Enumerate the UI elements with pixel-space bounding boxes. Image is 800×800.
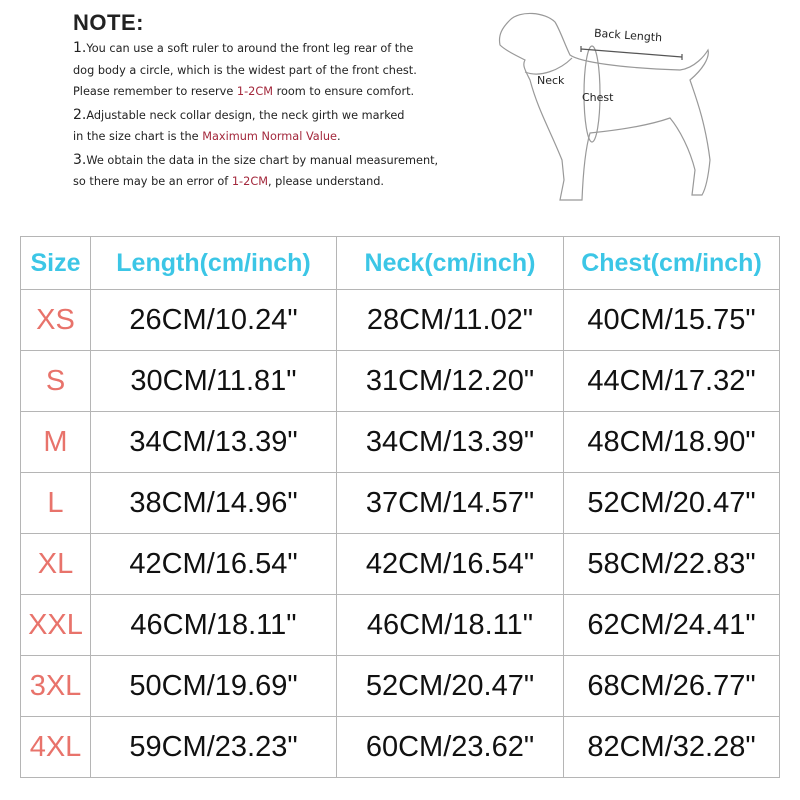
note-item-3: 3.We obtain the data in the size chart b…	[73, 151, 439, 168]
length-cell: 59CM/23.23"	[90, 716, 337, 778]
length-cell: 50CM/19.69"	[90, 655, 337, 717]
size-cell: XXL	[20, 594, 91, 656]
note-item-2: 2.Adjustable neck collar design, the nec…	[73, 106, 405, 123]
size-chart-table: Size Length(cm/inch) Neck(cm/inch) Chest…	[20, 236, 780, 778]
neck-cell: 37CM/14.57"	[336, 472, 564, 534]
header-neck: Neck(cm/inch)	[336, 236, 564, 290]
length-cell: 38CM/14.96"	[90, 472, 337, 534]
dog-outline-icon	[498, 12, 711, 201]
table-row: M 34CM/13.39" 34CM/13.39" 48CM/18.90"	[20, 411, 780, 473]
neck-cell: 31CM/12.20"	[336, 350, 564, 412]
table-header-row: Size Length(cm/inch) Neck(cm/inch) Chest…	[20, 236, 780, 290]
chest-cell: 82CM/32.28"	[563, 716, 780, 778]
length-cell: 46CM/18.11"	[90, 594, 337, 656]
length-cell: 30CM/11.81"	[90, 350, 337, 412]
chest-cell: 52CM/20.47"	[563, 472, 780, 534]
size-cell: M	[20, 411, 91, 473]
size-cell: XS	[20, 289, 91, 351]
dog-measurement-diagram: Back Length Neck Chest	[480, 0, 740, 210]
header-size: Size	[20, 236, 91, 290]
size-cell: XL	[20, 533, 91, 595]
chest-cell: 58CM/22.83"	[563, 533, 780, 595]
note-section: NOTE: 1.You can use a soft ruler to arou…	[73, 8, 473, 193]
neck-cell: 52CM/20.47"	[336, 655, 564, 717]
table-row: 4XL 59CM/23.23" 60CM/23.62" 82CM/32.28"	[20, 716, 780, 778]
table-row: XXL 46CM/18.11" 46CM/18.11" 62CM/24.41"	[20, 594, 780, 656]
table-row: XL 42CM/16.54" 42CM/16.54" 58CM/22.83"	[20, 533, 780, 595]
neck-cell: 60CM/23.62"	[336, 716, 564, 778]
size-cell: S	[20, 350, 91, 412]
table-row: 3XL 50CM/19.69" 52CM/20.47" 68CM/26.77"	[20, 655, 780, 717]
chest-label: Chest	[582, 91, 614, 104]
note-item-1: 1.You can use a soft ruler to around the…	[73, 40, 414, 56]
table-row: L 38CM/14.96" 37CM/14.57" 52CM/20.47"	[20, 472, 780, 534]
note-title: NOTE:	[73, 10, 144, 35]
size-cell: 3XL	[20, 655, 91, 717]
neck-label: Neck	[537, 74, 565, 87]
chest-cell: 62CM/24.41"	[563, 594, 780, 656]
neck-cell: 34CM/13.39"	[336, 411, 564, 473]
chest-cell: 68CM/26.77"	[563, 655, 780, 717]
chest-cell: 44CM/17.32"	[563, 350, 780, 412]
size-cell: L	[20, 472, 91, 534]
table-row: XS 26CM/10.24" 28CM/11.02" 40CM/15.75"	[20, 289, 780, 351]
chest-cell: 40CM/15.75"	[563, 289, 780, 351]
size-cell: 4XL	[20, 716, 91, 778]
neck-cell: 28CM/11.02"	[336, 289, 564, 351]
chest-cell: 48CM/18.90"	[563, 411, 780, 473]
neck-cell: 42CM/16.54"	[336, 533, 564, 595]
header-chest: Chest(cm/inch)	[563, 236, 780, 290]
length-cell: 42CM/16.54"	[90, 533, 337, 595]
table-row: S 30CM/11.81" 31CM/12.20" 44CM/17.32"	[20, 350, 780, 412]
length-cell: 34CM/13.39"	[90, 411, 337, 473]
header-length: Length(cm/inch)	[90, 236, 337, 290]
length-cell: 26CM/10.24"	[90, 289, 337, 351]
neck-cell: 46CM/18.11"	[336, 594, 564, 656]
